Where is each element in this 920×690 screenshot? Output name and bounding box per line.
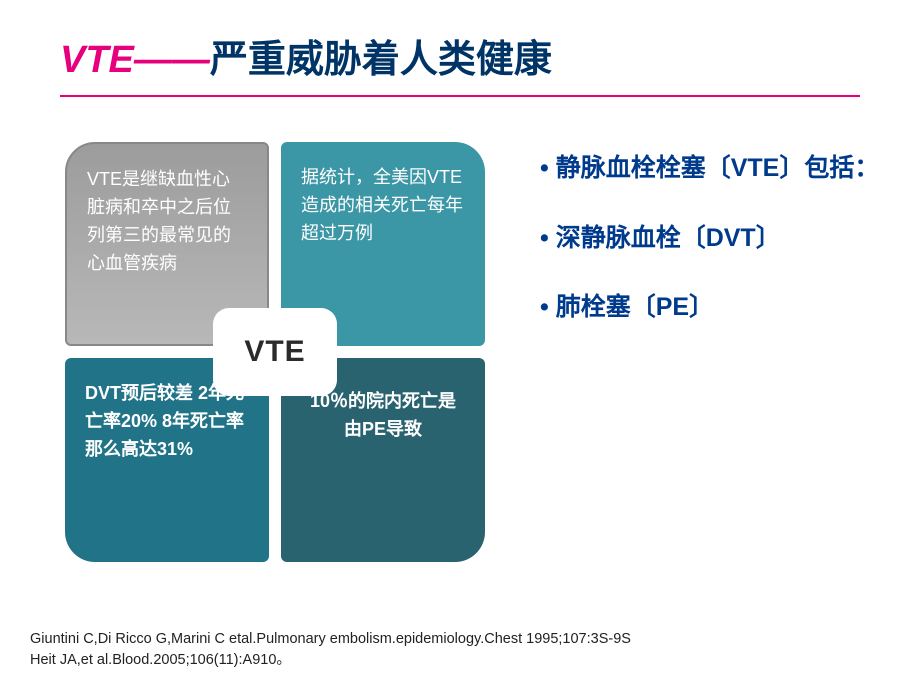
citation: Giuntini C,Di Ricco G,Marini C etal.Pulm…: [30, 629, 631, 670]
bullet-text: 肺栓塞〔PE〕: [556, 293, 714, 321]
bullet-text: 静脉血栓栓塞〔VTE〕包括：: [556, 154, 880, 182]
bullet-item: • 肺栓塞〔PE〕: [540, 289, 879, 327]
center-vte-badge: VTE: [215, 310, 335, 394]
quad-text: VTE是继缺血性心脏病和卒中之后位列第三的最常见的心血管疾病: [87, 169, 231, 273]
vte-quadrant-diagram: VTE是继缺血性心脏病和卒中之后位列第三的最常见的心血管疾病 据统计，全美因VT…: [65, 142, 485, 562]
bullet-item: • 静脉血栓栓塞〔VTE〕包括：: [540, 150, 879, 188]
main-content: VTE是继缺血性心脏病和卒中之后位列第三的最常见的心血管疾病 据统计，全美因VT…: [0, 97, 920, 562]
citation-line-2: Heit JA,et al.Blood.2005;106(11):A910。: [30, 650, 631, 670]
title-area: VTE——严重威胁着人类健康: [0, 0, 920, 91]
bullet-text: 深静脉血栓〔DVT〕: [556, 224, 781, 252]
quad-text: 10％的院内死亡是由PE导致: [301, 388, 465, 444]
quad-text: DVT预后较差 2年死亡率20% 8年死亡率那么高达31%: [85, 383, 244, 459]
bullet-list: • 静脉血栓栓塞〔VTE〕包括： • 深静脉血栓〔DVT〕 • 肺栓塞〔PE〕: [485, 142, 879, 562]
center-label: VTE: [244, 335, 305, 369]
quad-text: 据统计，全美因VTE造成的相关死亡每年超过万例: [301, 167, 463, 243]
title-vte-part: VTE——: [60, 39, 210, 81]
citation-line-1: Giuntini C,Di Ricco G,Marini C etal.Pulm…: [30, 629, 631, 649]
page-title: VTE——严重威胁着人类健康: [60, 28, 860, 83]
bullet-item: • 深静脉血栓〔DVT〕: [540, 220, 879, 258]
title-rest: 严重威胁着人类健康: [210, 39, 552, 81]
